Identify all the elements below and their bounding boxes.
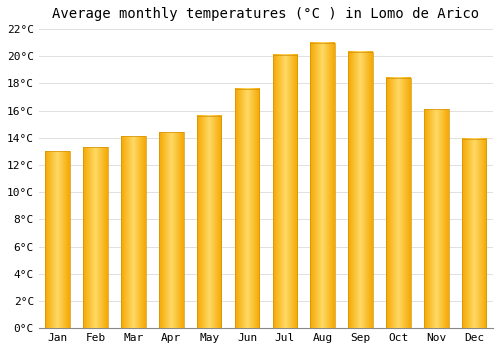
Title: Average monthly temperatures (°C ) in Lomo de Arico: Average monthly temperatures (°C ) in Lo… <box>52 7 480 21</box>
